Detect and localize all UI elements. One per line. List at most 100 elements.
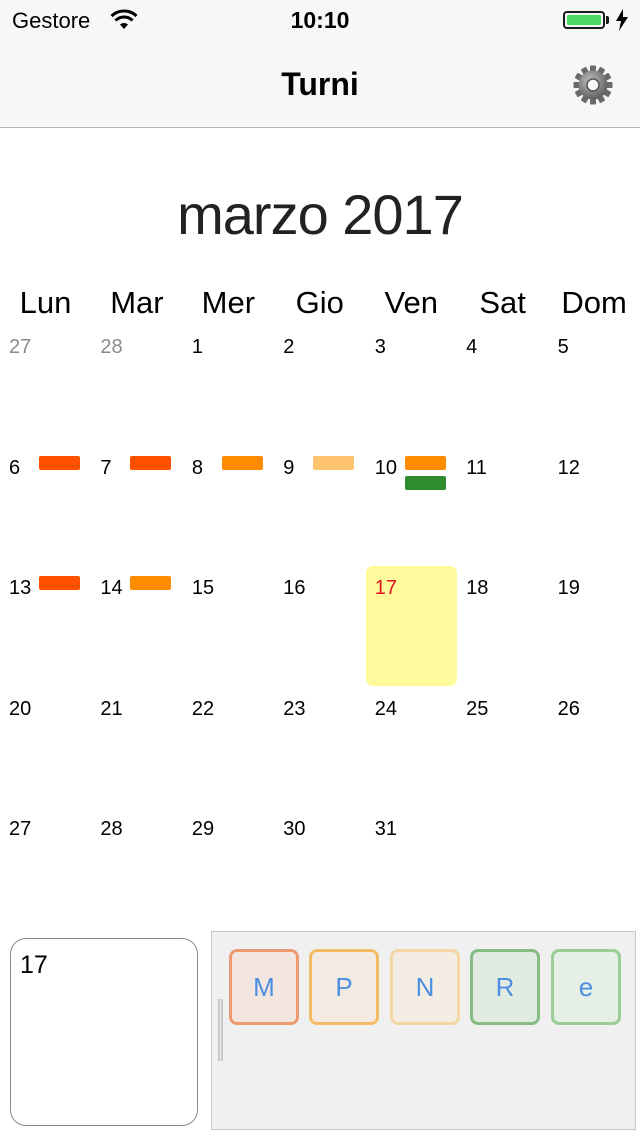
day-number: 21: [100, 697, 123, 720]
day-number: 9: [283, 456, 295, 479]
day-number: 20: [9, 697, 32, 720]
shift-button[interactable]: R: [470, 949, 540, 1025]
carrier-label: Gestore: [12, 8, 91, 33]
weekday-label: Lun: [19, 285, 72, 320]
day-cell[interactable]: 9: [274, 446, 365, 566]
day-number: 16: [283, 577, 306, 599]
weekday-label: Gio: [295, 285, 344, 320]
day-cell[interactable]: 6: [0, 446, 91, 566]
day-number: 17: [374, 577, 397, 599]
day-number: 24: [374, 697, 397, 720]
weekday-label: Sat: [479, 285, 526, 320]
day-number: 12: [557, 456, 580, 479]
charging-bolt-icon: [615, 9, 629, 36]
weekday-label: Mer: [201, 285, 256, 320]
day-number: 27: [9, 336, 32, 358]
shift-button[interactable]: e: [551, 949, 621, 1025]
day-cell[interactable]: 25: [457, 687, 548, 807]
weekday-label: Dom: [561, 285, 627, 320]
day-cell[interactable]: 7: [91, 446, 182, 566]
day-number: 11: [466, 456, 487, 479]
day-cell[interactable]: 3: [366, 325, 457, 445]
day-cell[interactable]: 8: [183, 446, 274, 566]
day-number: 26: [557, 697, 580, 720]
shift-button[interactable]: M: [229, 949, 299, 1025]
note-text: 17: [20, 951, 48, 979]
day-cell[interactable]: 16: [274, 566, 365, 686]
day-number: 8: [191, 456, 203, 479]
day-cell[interactable]: 20: [0, 687, 91, 807]
day-cell[interactable]: 11: [457, 446, 548, 566]
status-time: 10:10: [290, 7, 350, 33]
day-number: 28: [100, 818, 123, 840]
day-number: 14: [100, 577, 123, 599]
weekday-header: Lun Mar Mer Gio Ven Sat Dom: [0, 285, 640, 325]
shift-marker: [313, 455, 355, 470]
shift-button[interactable]: P: [309, 949, 379, 1025]
day-cell[interactable]: 2: [274, 325, 365, 445]
day-cell-today[interactable]: 17: [365, 566, 457, 686]
gear-icon[interactable]: [572, 64, 614, 106]
day-cell[interactable]: 23: [274, 687, 365, 807]
battery-icon: [563, 11, 605, 29]
day-number: 19: [557, 577, 580, 599]
day-number: 23: [283, 697, 306, 720]
day-cell[interactable]: 28: [91, 325, 182, 445]
day-number: 7: [100, 456, 112, 479]
shift-marker: [39, 455, 80, 470]
weekday-label: Mar: [110, 285, 164, 320]
status-bar: Gestore 10:10: [0, 0, 640, 40]
day-number: 30: [283, 818, 306, 840]
day-cell[interactable]: 27: [0, 325, 91, 445]
day-number: 10: [374, 456, 397, 479]
wifi-icon: [110, 9, 138, 36]
day-cell[interactable]: 18: [457, 566, 548, 686]
day-number: 29: [191, 818, 215, 840]
day-number: 2: [283, 336, 295, 358]
navigation-bar: Turni: [0, 40, 640, 128]
drag-handle[interactable]: [218, 999, 223, 1061]
day-number: 3: [374, 336, 386, 358]
shift-button[interactable]: N: [390, 949, 460, 1025]
day-cell[interactable]: 30: [274, 807, 365, 927]
day-number: 22: [191, 697, 215, 720]
day-cell[interactable]: 27: [0, 807, 91, 927]
day-cell[interactable]: 22: [183, 687, 274, 807]
shift-marker: [404, 475, 446, 490]
page-title: Turni: [281, 66, 359, 102]
day-cell[interactable]: 26: [549, 687, 640, 807]
day-number: 15: [191, 577, 215, 599]
day-cell[interactable]: 31: [366, 807, 457, 927]
day-cell[interactable]: 21: [91, 687, 182, 807]
day-number: 31: [374, 818, 397, 840]
day-cell[interactable]: 5: [549, 325, 640, 445]
shift-marker: [404, 455, 446, 470]
day-number: 6: [9, 456, 21, 479]
day-number: 13: [9, 577, 32, 599]
day-cell[interactable]: 19: [549, 566, 640, 686]
day-number: 5: [557, 336, 569, 358]
shift-marker: [130, 455, 172, 470]
day-cell[interactable]: 28: [91, 807, 182, 927]
shift-marker: [39, 576, 80, 590]
day-cell[interactable]: 12: [549, 446, 640, 566]
today-highlight: [365, 566, 457, 686]
shift-marker: [221, 455, 263, 470]
shift-marker: [130, 576, 172, 590]
day-cell[interactable]: 1: [183, 325, 274, 445]
day-cell[interactable]: 15: [183, 566, 274, 686]
day-note-box[interactable]: 17: [10, 938, 198, 1126]
day-cell[interactable]: 24: [366, 687, 457, 807]
battery-tip: [606, 16, 609, 24]
day-cell[interactable]: 29: [183, 807, 274, 927]
day-cell[interactable]: 10: [366, 446, 457, 566]
day-number: 4: [466, 336, 478, 358]
day-number: 25: [466, 697, 489, 720]
day-number: 18: [466, 577, 489, 599]
day-cell[interactable]: 13: [0, 566, 91, 686]
day-cell[interactable]: 4: [457, 325, 548, 445]
day-cell[interactable]: 14: [91, 566, 182, 686]
day-number: 28: [100, 336, 123, 358]
month-title: marzo 2017: [177, 183, 464, 246]
